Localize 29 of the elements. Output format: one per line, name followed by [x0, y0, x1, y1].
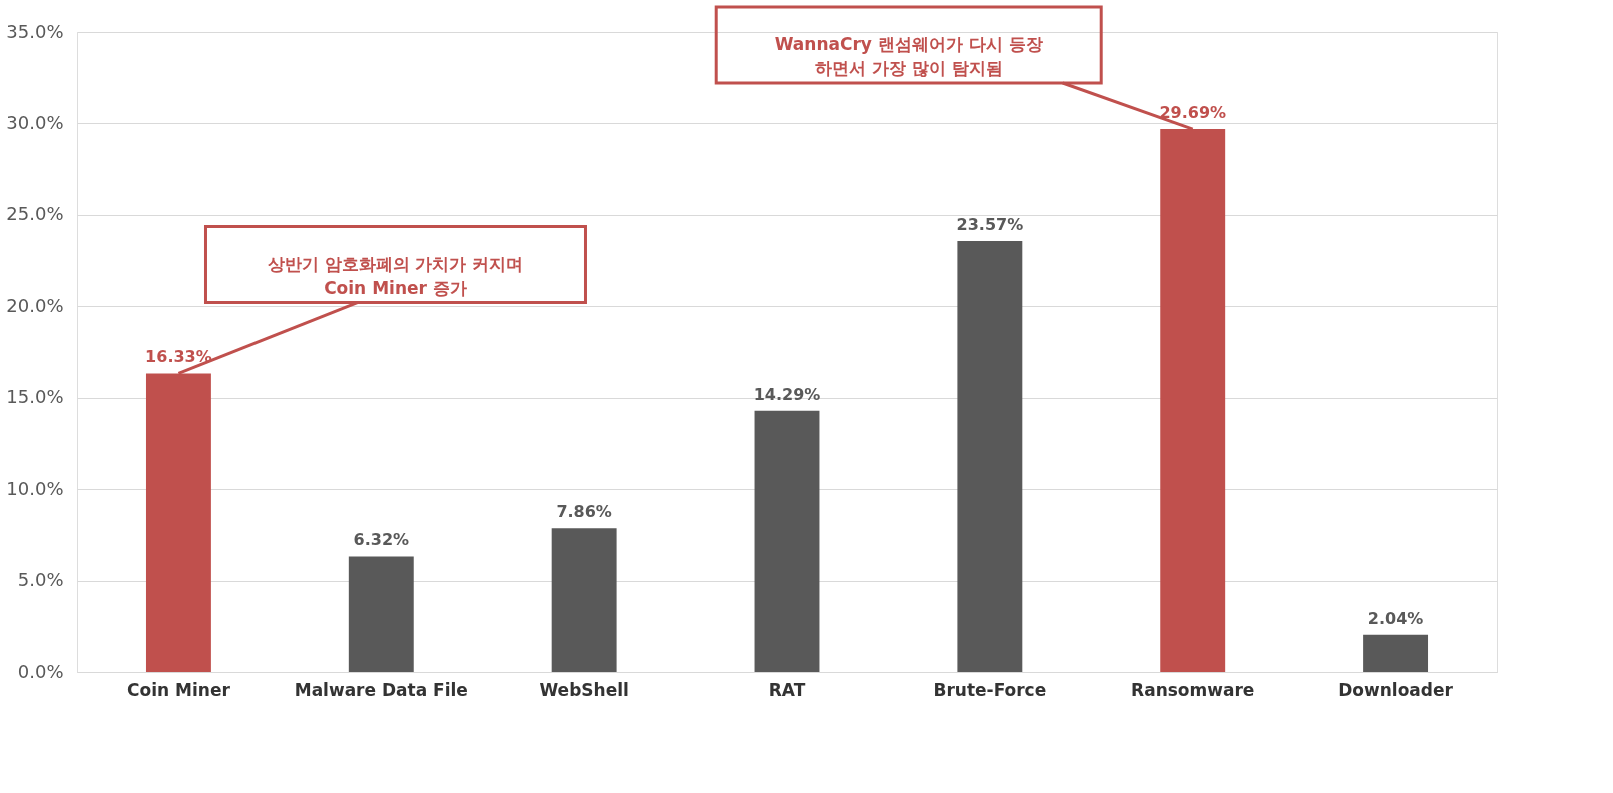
x-tick-label: WebShell	[539, 679, 629, 700]
data-label: 7.86%	[556, 502, 612, 522]
y-tick-label: 20.0%	[6, 294, 64, 316]
x-tick-label: Malware Data File	[294, 679, 468, 700]
bar	[754, 410, 820, 672]
y-tick-label: 25.0%	[6, 203, 64, 225]
bar	[957, 241, 1023, 672]
annotation: 상반기 암호화폐의 가치가 커지며 Coin Miner 증가	[267, 253, 524, 298]
data-label: 14.29%	[753, 384, 821, 404]
annotation: WannaCry 랜섬웨어가 다시 등장 하면서 가장 많이 탐지됨	[774, 33, 1043, 78]
x-tick-label: Ransomware	[1131, 679, 1255, 700]
y-tick-label: 10.0%	[6, 477, 64, 499]
bar	[1363, 634, 1429, 672]
x-tick-label: Downloader	[1338, 679, 1454, 700]
y-tick-label: 35.0%	[6, 20, 64, 42]
x-tick-label: Coin Miner	[127, 679, 231, 700]
x-tick-label: RAT	[768, 679, 806, 700]
y-tick-label: 0.0%	[17, 660, 64, 682]
data-label: 16.33%	[145, 347, 212, 367]
data-label: 6.32%	[353, 530, 410, 550]
y-tick-label: 5.0%	[17, 569, 64, 591]
x-tick-label: Brute-Force	[933, 679, 1047, 700]
data-label: 29.69%	[1159, 103, 1227, 123]
data-label: 2.04%	[1367, 608, 1424, 628]
data-label: 23.57%	[956, 215, 1024, 235]
y-tick-label: 30.0%	[6, 111, 64, 133]
bar	[348, 556, 414, 672]
bar	[551, 528, 617, 672]
y-tick-label: 15.0%	[6, 386, 64, 408]
